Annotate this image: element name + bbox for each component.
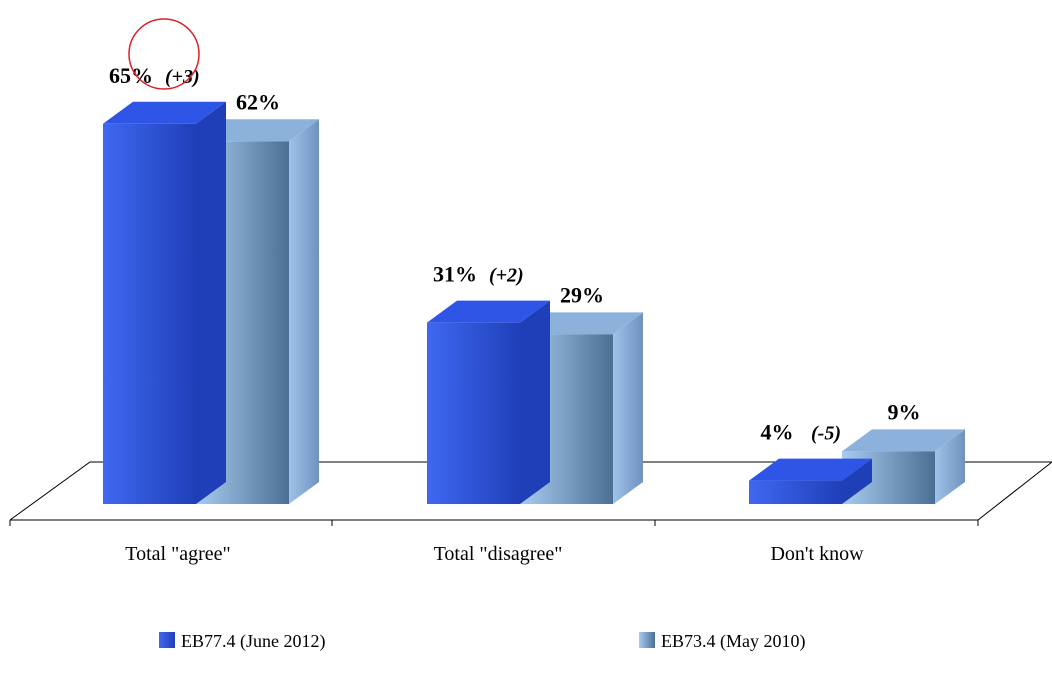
labels-group: 62%65% (+3)29%31% (+2)9%4% (-5) [109, 63, 921, 445]
legend: EB77.4 (June 2012) EB73.4 (May 2010) [159, 631, 805, 652]
value-label-series1: 62% [236, 89, 280, 114]
change-label: (-5) [811, 423, 841, 445]
bar-top [103, 101, 226, 124]
bar-side [196, 101, 226, 504]
category-label: Don't know [770, 543, 864, 565]
highlight-circle [128, 18, 200, 90]
value-label-series1: 29% [560, 282, 604, 307]
bar-top [749, 458, 872, 481]
category-label: Total "disagree" [434, 543, 563, 565]
bar-series0-1 [427, 300, 550, 504]
value-label-series1: 9% [888, 399, 921, 424]
legend-swatch-series1 [639, 632, 655, 648]
bar-side [935, 429, 965, 504]
bar-side [842, 458, 872, 504]
bar-front [749, 480, 842, 504]
bar-top [196, 119, 319, 142]
bar-top [842, 429, 965, 452]
change-label: (+3) [165, 66, 200, 88]
bar-side [520, 300, 550, 504]
bars-group [103, 101, 965, 505]
bar-front [103, 123, 196, 504]
change-label: (+2) [489, 265, 524, 287]
bar-front [427, 322, 520, 504]
bar-side [613, 312, 643, 504]
legend-label-series1: EB73.4 (May 2010) [661, 631, 805, 652]
bar-top [520, 312, 643, 335]
value-label-series0: 4% [761, 420, 794, 445]
bar-series0-0 [103, 101, 226, 504]
legend-swatch-series0 [159, 632, 175, 648]
category-label: Total "agree" [125, 543, 230, 565]
bar-side [289, 119, 319, 505]
bar-top [427, 300, 550, 323]
value-label-series0: 31% [433, 262, 477, 287]
bar-series0-2 [749, 458, 872, 504]
legend-label-series0: EB77.4 (June 2012) [181, 631, 325, 652]
